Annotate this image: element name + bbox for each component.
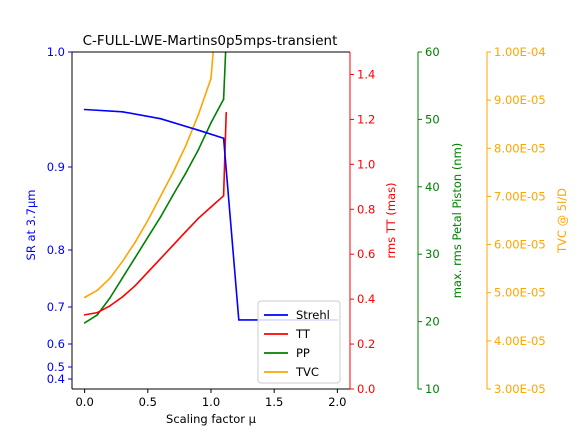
pp-tick-label: 60: [425, 45, 440, 59]
series-pp: [83, 52, 227, 324]
sr-tick-label: 0.5: [47, 360, 65, 374]
sr-tick-label: 1.0: [47, 45, 65, 59]
data-point-pp: [222, 98, 225, 100]
data-point-tt: [210, 206, 212, 208]
data-point-strehl: [222, 137, 225, 139]
data-point-pp: [172, 194, 174, 196]
data-point-tt: [96, 311, 99, 314]
data-point-tvc: [172, 171, 174, 174]
data-point-pp: [134, 256, 136, 259]
data-point-tt: [172, 244, 174, 246]
data-point-tt: [134, 284, 136, 287]
data-point-tt: [121, 296, 124, 298]
data-point-pp: [109, 297, 111, 299]
x-tick-label: 1.5: [265, 395, 283, 409]
tt-tick-label: 1.4: [357, 67, 375, 81]
pp-axis-label: max. rms Petal Piston (nm): [450, 143, 464, 299]
sr-tick-label: 0.4: [47, 372, 65, 386]
data-point-pp: [210, 122, 212, 124]
legend-label-strehl: Strehl: [296, 308, 330, 322]
pp-tick-label: 30: [425, 247, 440, 261]
pp-tick-label: 20: [425, 315, 440, 329]
tt-tick-label: 0.0: [357, 382, 375, 396]
data-point-tvc: [210, 77, 212, 80]
tt-tick-label: 1.2: [357, 112, 375, 126]
data-point-tvc: [121, 260, 124, 263]
tvc-tick-label: 4.00E-05: [494, 334, 546, 348]
series-tt: [83, 111, 227, 316]
pp-tick-label: 40: [425, 180, 440, 194]
legend-label-tt: TT: [295, 327, 311, 341]
sr-tick-label: 0.8: [47, 243, 65, 257]
x-tick-label: 1.0: [202, 395, 220, 409]
tvc-tick-label: 9.00E-05: [494, 93, 546, 107]
data-point-tt: [225, 111, 227, 114]
data-point-tvc: [147, 219, 149, 222]
data-point-tvc: [197, 113, 200, 116]
data-point-strehl: [83, 108, 86, 111]
x-tick-label: 0.0: [75, 395, 93, 409]
tvc-tick-label: 6.00E-05: [494, 238, 546, 252]
data-point-pp: [159, 216, 162, 218]
data-point-strehl: [238, 319, 240, 321]
series-strehl: [83, 108, 339, 321]
legend-box: [257, 300, 341, 384]
data-point-pp: [184, 172, 187, 175]
data-point-tvc: [109, 277, 111, 280]
legend: Strehl TT PP TVC: [257, 300, 341, 384]
pp-tick-label: 10: [425, 382, 440, 396]
tt-tick-label: 0.4: [357, 292, 375, 306]
data-point-tt: [83, 314, 86, 316]
pp-tick-label: 50: [425, 112, 440, 126]
data-point-tt: [197, 217, 200, 220]
data-point-tvc: [83, 296, 86, 299]
sr-tick-label: 0.7: [47, 300, 65, 314]
data-point-tvc: [134, 241, 136, 243]
data-point-tt: [109, 305, 111, 307]
data-point-pp: [121, 277, 124, 279]
legend-label-pp: PP: [296, 346, 310, 360]
sr-tick-label: 0.9: [47, 160, 65, 174]
data-point-pp: [197, 148, 200, 151]
tt-tick-label: 0.8: [357, 202, 375, 216]
tvc-tick-label: 3.00E-05: [494, 382, 546, 396]
series-line-strehl: [84, 108, 338, 321]
data-point-tt: [159, 257, 162, 260]
data-point-tvc: [159, 195, 162, 198]
x-tick-label: 2.0: [328, 395, 346, 409]
series-line-tvc: [84, 52, 214, 299]
tt-axis-label: rms TT (mas): [384, 182, 398, 258]
tt-tick-label: 0.6: [357, 247, 375, 261]
data-point-pp: [147, 236, 149, 239]
data-point-pp: [83, 322, 86, 324]
series-tvc: [83, 52, 214, 299]
tt-tick-label: 0.2: [357, 337, 375, 351]
tvc-tick-label: 5.00E-05: [494, 286, 546, 300]
plot-area: [83, 52, 339, 324]
tt-tick-label: 1.0: [357, 157, 375, 171]
x-tick-label: 0.5: [139, 395, 157, 409]
tvc-tick-label: 7.00E-05: [494, 189, 546, 203]
legend-label-tvc: TVC: [295, 365, 319, 379]
data-point-tt: [147, 271, 149, 274]
sr-tick-label: 0.6: [47, 337, 65, 351]
data-point-tvc: [184, 145, 187, 147]
data-point-tt: [222, 195, 225, 197]
data-point-strehl: [197, 129, 200, 131]
tvc-tick-label: 8.00E-05: [494, 141, 546, 155]
series-line-tt: [84, 112, 227, 316]
data-point-pp: [96, 314, 99, 316]
data-point-tt: [184, 230, 187, 233]
x-axis-label: Scaling factor μ: [166, 412, 257, 426]
tvc-axis-label: TVC @ 5l/D: [555, 188, 569, 254]
tvc-tick-label: 1.00E-04: [494, 45, 546, 59]
data-point-strehl: [121, 111, 124, 113]
data-point-tvc: [96, 289, 99, 292]
data-point-strehl: [159, 117, 162, 120]
series-line-pp: [84, 52, 227, 324]
chart-title: C-FULL-LWE-Martins0p5mps-transient: [83, 33, 338, 49]
sr-axis-label: SR at 3.7μm: [24, 190, 38, 261]
